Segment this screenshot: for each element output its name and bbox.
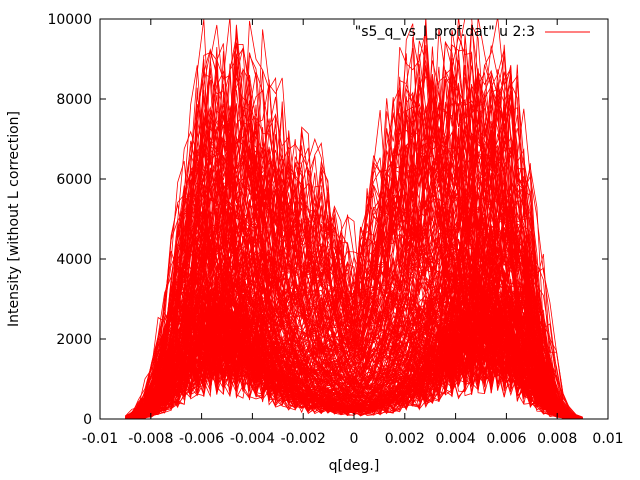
x-tick-label: -0.01 — [82, 431, 118, 447]
y-tick-label: 2000 — [56, 332, 92, 348]
series-line — [125, 292, 583, 419]
series-line — [125, 161, 583, 419]
y-tick-label: 4000 — [56, 252, 92, 268]
x-tick-label: 0.006 — [486, 431, 526, 447]
series-line — [125, 178, 583, 419]
series-line — [125, 321, 583, 419]
series-line — [125, 198, 583, 419]
series-line — [125, 127, 583, 419]
series-line — [125, 34, 583, 419]
series-line — [125, 45, 583, 419]
x-axis-label: q[deg.] — [329, 458, 380, 474]
series-line — [125, 167, 583, 419]
y-tick-label: 6000 — [56, 172, 92, 188]
series-line — [125, 330, 583, 419]
x-tick-label: -0.006 — [179, 431, 224, 447]
series-line — [125, 294, 583, 419]
x-tick-label: -0.008 — [128, 431, 173, 447]
y-axis-ticks: 0 2000 4000 6000 8000 10000 — [47, 12, 608, 428]
y-tick-label: 10000 — [47, 12, 92, 28]
x-tick-label: 0.004 — [436, 431, 476, 447]
series-line — [125, 267, 583, 419]
series-line — [125, 307, 583, 419]
series-line — [125, 278, 583, 419]
series-line — [125, 23, 583, 419]
y-axis-label: Intensity [without L correction] — [6, 111, 22, 327]
series-line — [125, 265, 583, 419]
x-tick-label: 0.01 — [592, 431, 623, 447]
series-line — [125, 289, 583, 419]
series-line — [125, 154, 583, 419]
x-tick-label: 0.002 — [385, 431, 425, 447]
x-tick-label: 0 — [350, 431, 359, 447]
series-line — [125, 62, 583, 419]
x-tick-label: -0.004 — [230, 431, 275, 447]
series-line — [125, 273, 583, 419]
y-tick-label: 8000 — [56, 92, 92, 108]
x-tick-label: -0.002 — [281, 431, 326, 447]
series-line — [125, 229, 583, 419]
legend-label: "s5_q_vs_I_prof.dat" u 2:3 — [355, 24, 535, 40]
series-line — [125, 19, 583, 419]
x-axis-ticks: -0.01 -0.008 -0.006 -0.004 -0.002 0 0.002 0.004… — [82, 19, 624, 447]
series-line — [125, 130, 583, 419]
series-line — [125, 237, 583, 419]
x-tick-label: 0.008 — [537, 431, 577, 447]
series-line — [125, 277, 583, 419]
y-tick-label: 0 — [83, 412, 92, 428]
series-line — [125, 66, 583, 419]
data-curves — [125, 19, 583, 419]
legend: "s5_q_vs_I_prof.dat" u 2:3 — [355, 24, 590, 40]
series-line — [125, 322, 583, 419]
